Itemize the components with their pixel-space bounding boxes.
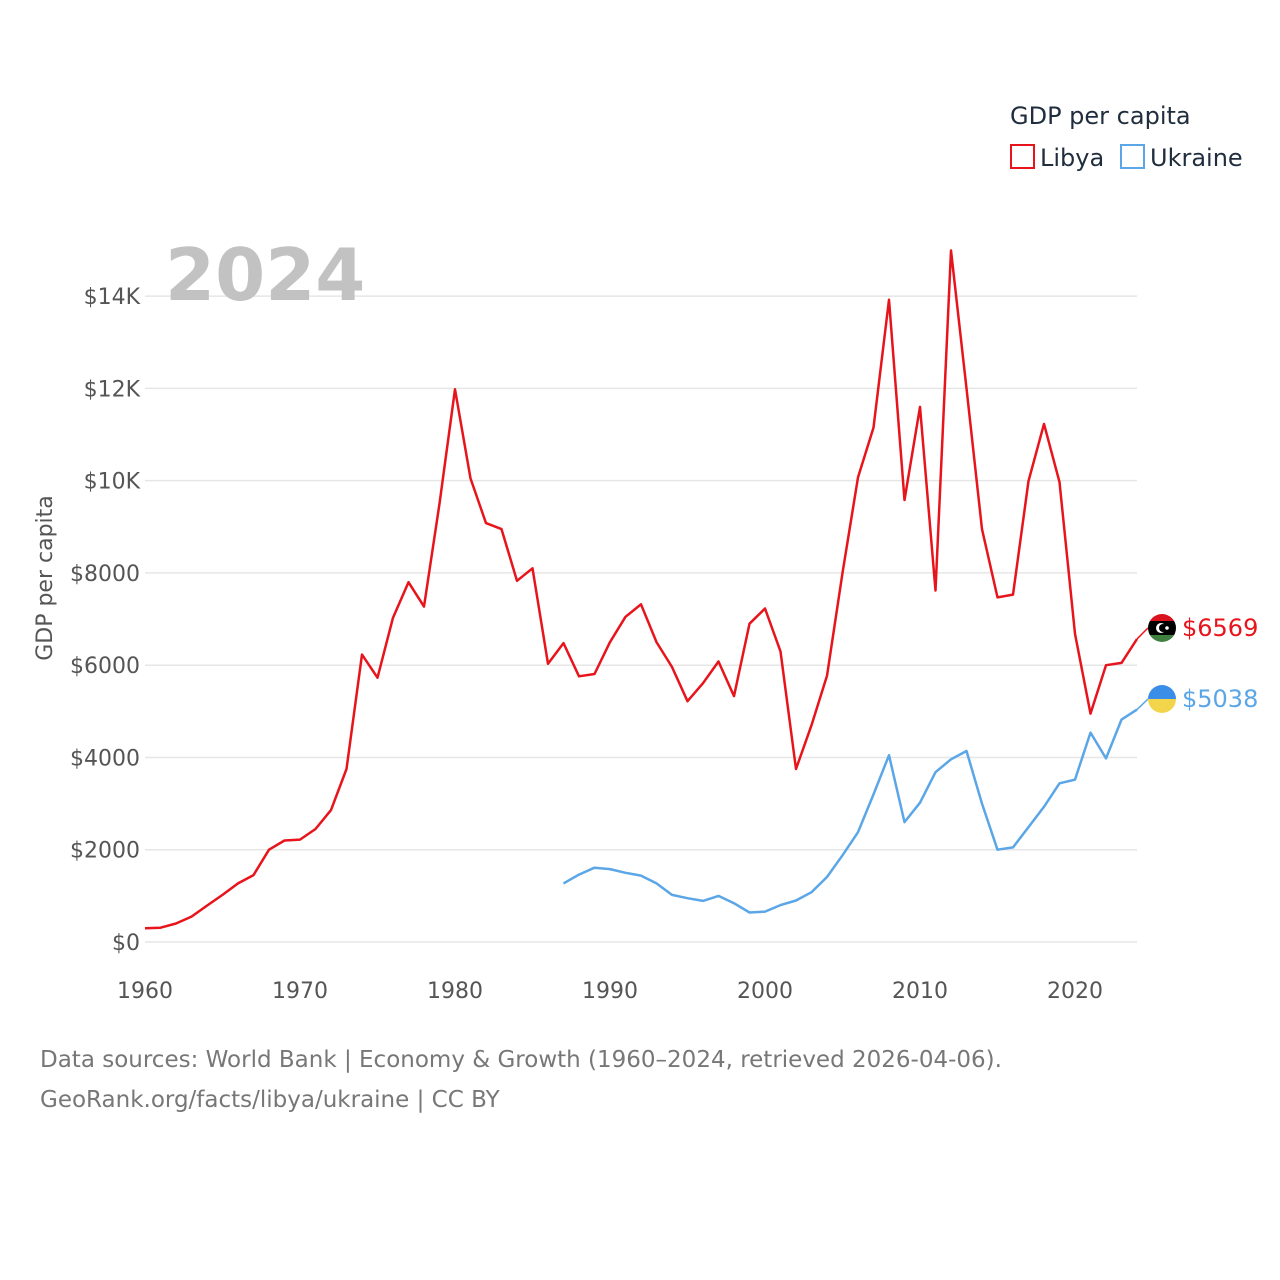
x-tick-label: 2000	[737, 979, 793, 1004]
legend-label-ukraine[interactable]: Ukraine	[1150, 144, 1243, 172]
end-label-ukraine: $5038	[1182, 685, 1258, 713]
series-lines	[144, 249, 1139, 930]
y-axis-title: GDP per capita	[33, 495, 58, 661]
end-connector	[1136, 627, 1149, 640]
year-label: 2024	[165, 233, 365, 317]
y-axis: $0 $2000 $4000 $6000 $8000 $10K $12K $14K	[70, 285, 141, 956]
legend-label-libya[interactable]: Libya	[1040, 144, 1104, 172]
x-tick-label: 2010	[892, 979, 948, 1004]
legend-swatch-ukraine[interactable]	[1120, 144, 1145, 169]
ukraine-flag-icon	[1148, 685, 1176, 713]
series-end-labels: $6569 $5038	[1136, 614, 1258, 713]
y-tick-label: $6000	[70, 654, 140, 679]
y-tick-label: $2000	[70, 839, 140, 864]
source-link[interactable]: GeoRank.org/facts/libya/ukraine | CC BY	[40, 1087, 500, 1113]
y-tick-label: $0	[112, 931, 140, 956]
y-tick-label: $12K	[84, 377, 141, 402]
x-tick-label: 1970	[272, 979, 328, 1004]
y-tick-label: $14K	[84, 285, 141, 310]
y-tick-label: $10K	[84, 470, 141, 495]
end-connector	[1136, 698, 1149, 711]
x-tick-label: 1990	[582, 979, 638, 1004]
gridlines	[145, 295, 1137, 943]
end-label-libya: $6569	[1182, 614, 1258, 642]
series-line-libya[interactable]	[144, 249, 1139, 930]
x-axis: 1960 1970 1980 1990 2000 2010 2020	[117, 979, 1103, 1004]
y-tick-label: $4000	[70, 746, 140, 771]
series-line-ukraine[interactable]	[562, 708, 1138, 914]
legend: GDP per capita Libya Ukraine	[1010, 102, 1243, 172]
data-source-note: Data sources: World Bank | Economy & Gro…	[40, 1047, 1002, 1073]
legend-title: GDP per capita	[1010, 102, 1191, 130]
x-tick-label: 1960	[117, 979, 173, 1004]
footer: Data sources: World Bank | Economy & Gro…	[40, 1040, 1240, 1120]
y-tick-label: $8000	[70, 562, 140, 587]
libya-flag-icon	[1148, 614, 1176, 642]
x-tick-label: 1980	[427, 979, 483, 1004]
legend-swatch-libya[interactable]	[1010, 144, 1035, 169]
x-tick-label: 2020	[1047, 979, 1103, 1004]
